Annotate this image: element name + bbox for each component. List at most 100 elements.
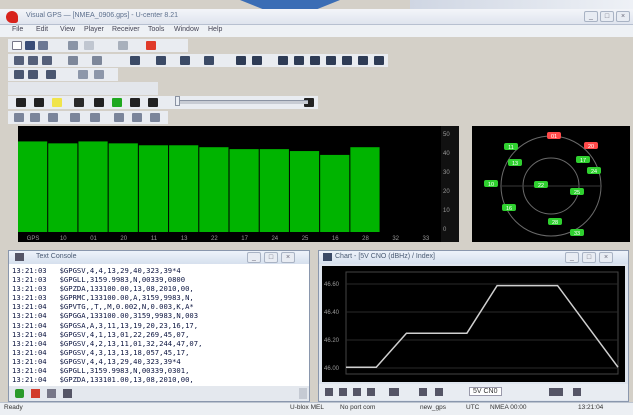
chart-maximize-button[interactable]: □ <box>582 252 596 263</box>
signal-bar <box>259 149 289 232</box>
search-icon[interactable] <box>94 70 104 79</box>
map-icon[interactable] <box>236 56 246 65</box>
print-icon[interactable] <box>68 41 78 50</box>
console-output[interactable]: 13:21:03 $GPGSV,4,4,13,29,40,323,39*4 13:… <box>12 266 302 384</box>
step-back-icon[interactable] <box>74 98 84 107</box>
view-icon[interactable] <box>28 56 38 65</box>
deviation-icon[interactable] <box>204 56 214 65</box>
console-maximize-button[interactable]: □ <box>264 252 278 263</box>
close-button[interactable]: × <box>616 11 630 22</box>
menu-edit[interactable]: Edit <box>36 26 49 33</box>
eject-icon[interactable] <box>16 98 26 107</box>
menu-receiver[interactable]: Receiver <box>112 26 140 33</box>
zoom-in-icon[interactable] <box>353 388 361 396</box>
satellite-marker[interactable] <box>502 204 516 211</box>
options-icon[interactable] <box>63 389 72 398</box>
tool-icon[interactable] <box>114 113 124 122</box>
export-icon[interactable] <box>389 388 399 396</box>
play-icon[interactable] <box>112 98 122 107</box>
fast-forward-icon[interactable] <box>148 98 158 107</box>
satellite-marker[interactable] <box>570 229 584 236</box>
clear-icon[interactable] <box>31 389 40 398</box>
clock-icon[interactable] <box>294 56 304 65</box>
signal-bar <box>48 143 78 232</box>
connect-icon[interactable] <box>14 70 24 79</box>
satellite-marker[interactable] <box>484 180 498 187</box>
record-icon[interactable] <box>146 41 156 50</box>
playback-slider-thumb[interactable] <box>175 96 180 106</box>
menu-player[interactable]: Player <box>84 26 104 33</box>
console-minimize-button[interactable]: _ <box>247 252 261 263</box>
satellite-marker[interactable] <box>548 218 562 225</box>
view-icon[interactable] <box>14 56 24 65</box>
satellite-marker[interactable] <box>547 132 561 139</box>
chart-minimize-button[interactable]: _ <box>565 252 579 263</box>
maximize-button[interactable]: □ <box>600 11 614 22</box>
scale-icon[interactable] <box>573 388 581 396</box>
marker-icon[interactable] <box>435 388 443 396</box>
tool-icon[interactable] <box>14 113 24 122</box>
packet-icon[interactable] <box>68 56 78 65</box>
pan-icon[interactable] <box>339 388 347 396</box>
console-icon[interactable] <box>252 56 262 65</box>
status-bar <box>0 402 633 415</box>
tool-icon[interactable] <box>150 113 160 122</box>
sky-view-icon[interactable] <box>156 56 166 65</box>
tool-icon[interactable] <box>48 113 58 122</box>
altitude-icon[interactable] <box>310 56 320 65</box>
save-icon[interactable] <box>25 41 35 50</box>
chart-icon[interactable] <box>130 56 140 65</box>
baudrate-icon[interactable] <box>28 70 38 79</box>
copy-icon[interactable] <box>118 41 128 50</box>
satellite-marker[interactable] <box>570 188 584 195</box>
console-close-button[interactable]: × <box>281 252 295 263</box>
bar-tick-label: 28 <box>362 236 369 242</box>
end-icon[interactable] <box>304 98 314 107</box>
tool-icon[interactable] <box>30 113 40 122</box>
signal-bar <box>169 145 199 232</box>
find-icon[interactable] <box>84 41 94 50</box>
open-icon[interactable] <box>38 41 48 50</box>
satellite-marker[interactable] <box>534 181 548 188</box>
settings-icon[interactable] <box>549 388 563 396</box>
status-utc: UTC <box>466 404 480 411</box>
add-trace-icon[interactable] <box>419 388 427 396</box>
tool-icon[interactable] <box>90 113 100 122</box>
tool-icon[interactable] <box>70 113 80 122</box>
satellite-marker[interactable] <box>508 159 522 166</box>
menu-tools[interactable]: Tools <box>148 26 165 33</box>
speed-icon[interactable] <box>326 56 336 65</box>
messages-icon[interactable] <box>92 56 102 65</box>
menu-window[interactable]: Window <box>174 26 199 33</box>
forward-icon[interactable] <box>130 98 140 107</box>
stop-icon[interactable] <box>34 98 44 107</box>
rewind-icon[interactable] <box>94 98 104 107</box>
playback-slider[interactable] <box>178 100 308 104</box>
world-icon[interactable] <box>358 56 368 65</box>
menu-file[interactable]: File <box>12 26 24 33</box>
view-icon[interactable] <box>42 56 52 65</box>
menu-view[interactable]: View <box>60 26 76 33</box>
filter-icon[interactable] <box>47 389 56 398</box>
satellite-marker[interactable] <box>584 142 598 149</box>
new-file-icon[interactable] <box>12 41 22 50</box>
settings-icon[interactable] <box>78 70 88 79</box>
satellite-marker[interactable] <box>576 156 590 163</box>
trace-select[interactable]: 5V CN0 <box>469 387 502 396</box>
camera-icon[interactable] <box>342 56 352 65</box>
satellite-marker[interactable] <box>587 167 601 174</box>
autobaud-icon[interactable] <box>46 70 56 79</box>
zoom-out-icon[interactable] <box>367 388 375 396</box>
satellite-marker[interactable] <box>504 143 518 150</box>
scrollbar[interactable] <box>299 388 307 399</box>
minimize-button[interactable]: _ <box>584 11 598 22</box>
menu-help[interactable]: Help <box>208 26 223 33</box>
pause-icon[interactable] <box>52 98 62 107</box>
cursor-icon[interactable] <box>325 388 333 396</box>
table-icon[interactable] <box>374 56 384 65</box>
statistics-icon[interactable] <box>180 56 190 65</box>
tool-icon[interactable] <box>132 113 142 122</box>
chart-close-button[interactable]: × <box>599 252 613 263</box>
play-icon[interactable] <box>15 389 24 398</box>
compass-icon[interactable] <box>278 56 288 65</box>
